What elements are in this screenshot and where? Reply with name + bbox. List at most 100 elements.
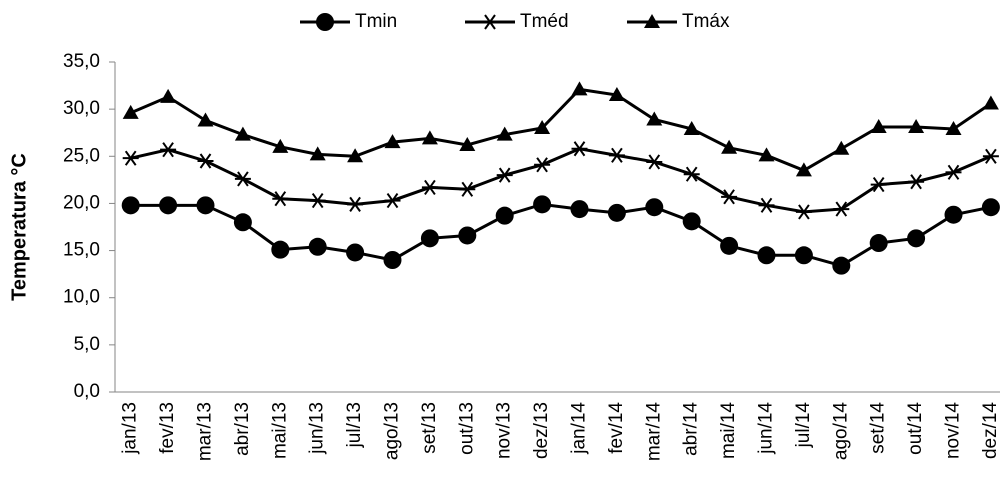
point: [757, 246, 776, 265]
x-tick-label: jul/13: [344, 402, 365, 448]
series-line: [130, 202, 992, 268]
marker-stroke: [484, 14, 496, 30]
point: [421, 130, 438, 145]
point: [271, 240, 290, 259]
point: [758, 197, 775, 213]
point: [721, 139, 738, 154]
x-tick-label: mar/13: [195, 402, 216, 461]
y-tick-label: 15,0: [63, 240, 100, 261]
series-line: [130, 147, 992, 214]
legend-label: Tmin: [355, 11, 397, 32]
legend-marker: [644, 14, 660, 28]
x-tick-label: mar/14: [643, 402, 664, 462]
point: [795, 162, 812, 177]
point: [496, 126, 513, 141]
x-tick-label: mai/14: [718, 402, 739, 459]
point: [833, 140, 850, 155]
point: [607, 203, 626, 222]
legend-label: Tméd: [520, 11, 569, 32]
x-tick-label: set/13: [419, 402, 440, 454]
marker-stroke: [498, 167, 511, 183]
y-tick-label: 35,0: [63, 51, 100, 72]
point: [122, 150, 139, 166]
point: [571, 141, 588, 157]
x-tick-label: jan/14: [569, 402, 590, 455]
marker-stroke: [573, 141, 586, 157]
point: [384, 193, 401, 209]
x-tick-label: jul/14: [793, 402, 814, 449]
x-tick-label: mai/13: [269, 402, 290, 459]
point: [794, 246, 813, 265]
point: [459, 136, 476, 151]
marker-stroke: [760, 197, 773, 213]
point: [421, 179, 438, 195]
point: [196, 196, 215, 215]
x-tick-label: set/14: [868, 402, 889, 454]
marker-stroke: [424, 179, 436, 195]
x-tick-label: abr/13: [232, 402, 253, 456]
point: [309, 146, 326, 161]
x-tick-label: nov/14: [943, 402, 964, 459]
point: [534, 120, 551, 134]
point: [159, 196, 178, 215]
point: [907, 229, 926, 248]
point: [683, 120, 700, 135]
point: [272, 138, 289, 153]
point: [496, 167, 513, 183]
y-tick-label: 10,0: [63, 287, 100, 308]
point: [608, 87, 625, 101]
point: [347, 196, 364, 212]
marker-stroke: [349, 196, 361, 212]
point: [571, 81, 588, 96]
marker-stroke: [311, 193, 324, 209]
point: [570, 200, 589, 219]
marker-stroke: [237, 171, 249, 187]
x-tick-label: ago/13: [382, 402, 403, 460]
marker-stroke: [124, 150, 137, 166]
point: [944, 205, 963, 224]
point: [720, 236, 739, 255]
legend-marker: [316, 13, 334, 31]
x-tick-label: fev/14: [606, 402, 627, 454]
point: [122, 104, 139, 119]
point: [758, 147, 775, 162]
point: [534, 157, 551, 173]
point: [982, 148, 999, 164]
point: [608, 147, 625, 163]
marker-stroke: [611, 147, 623, 163]
point: [682, 212, 701, 231]
x-tick-label: jun/13: [307, 402, 328, 455]
point: [234, 126, 251, 141]
point: [533, 195, 552, 214]
marker-stroke: [910, 174, 922, 190]
marker-stroke: [274, 191, 287, 207]
marker-stroke: [947, 164, 960, 180]
point: [945, 164, 962, 180]
x-tick-label: fev/13: [157, 402, 178, 454]
legend-label: Tmáx: [682, 11, 730, 32]
point: [309, 193, 326, 209]
point: [683, 166, 700, 182]
marker-stroke: [723, 189, 735, 205]
point: [384, 134, 401, 149]
point: [197, 153, 214, 169]
marker-stroke: [162, 142, 174, 158]
point: [721, 189, 738, 205]
point: [347, 148, 364, 163]
point: [945, 120, 962, 135]
point: [197, 112, 214, 127]
point: [495, 206, 514, 225]
point: [233, 213, 252, 232]
x-tick-label: abr/14: [681, 402, 702, 456]
point: [646, 154, 663, 170]
marker-stroke: [461, 181, 474, 197]
y-tick-label: 20,0: [63, 192, 100, 213]
point: [869, 234, 888, 253]
y-tick-label: 5,0: [74, 334, 100, 355]
x-tick-label: dez/14: [980, 402, 1000, 459]
point: [121, 196, 140, 215]
point: [459, 181, 476, 197]
marker-stroke: [386, 193, 399, 209]
x-tick-label: jun/14: [756, 402, 777, 455]
point: [981, 198, 1000, 217]
